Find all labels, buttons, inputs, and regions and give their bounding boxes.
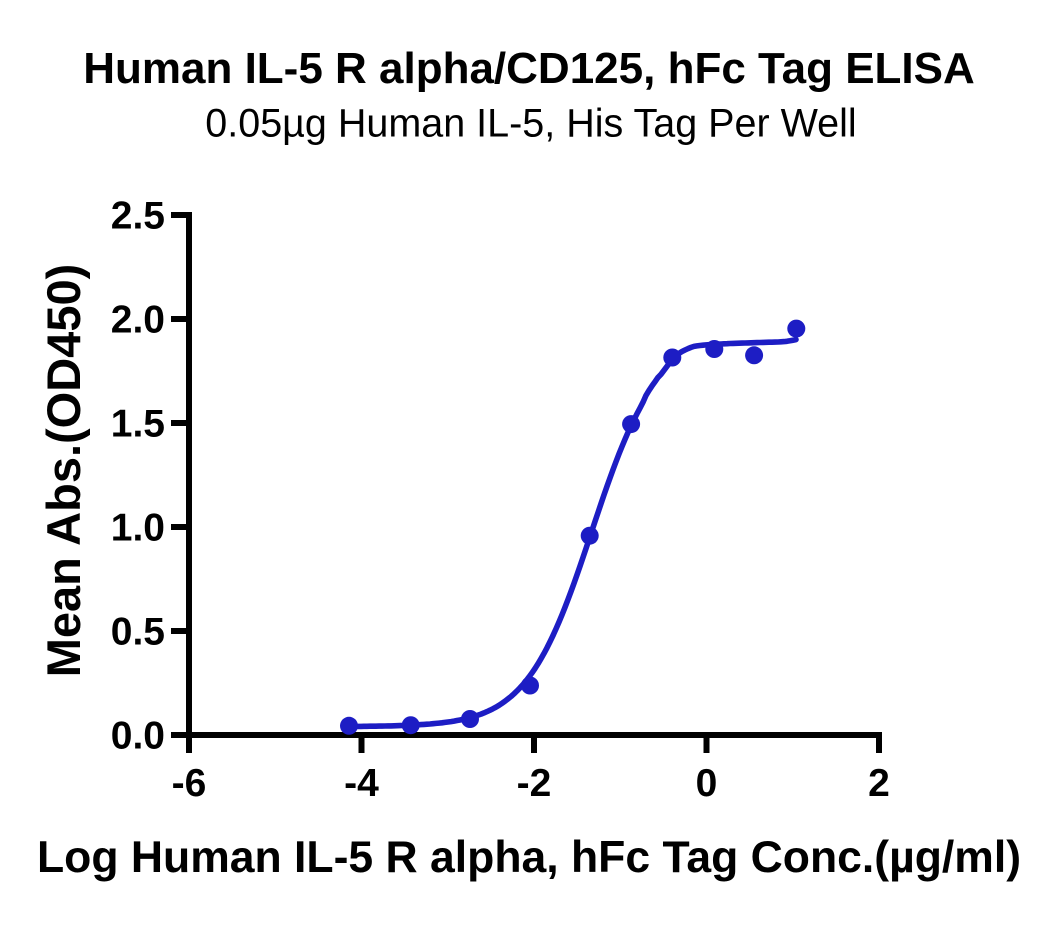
svg-text:2: 2	[868, 762, 890, 805]
svg-text:2.5: 2.5	[111, 195, 165, 238]
svg-text:1.5: 1.5	[111, 403, 165, 446]
svg-text:0: 0	[696, 762, 718, 805]
svg-text:Human IL-5 R alpha/CD125, hFc: Human IL-5 R alpha/CD125, hFc Tag ELISA	[83, 44, 975, 93]
svg-text:1.0: 1.0	[111, 507, 165, 550]
svg-text:-6: -6	[172, 762, 207, 805]
svg-text:0.0: 0.0	[111, 715, 165, 758]
svg-text:-4: -4	[344, 762, 379, 805]
svg-text:Mean Abs.(OD450): Mean Abs.(OD450)	[37, 264, 90, 678]
svg-text:0.05µg Human IL-5, His Tag Per: 0.05µg Human IL-5, His Tag Per Well	[205, 102, 856, 146]
svg-text:-2: -2	[517, 762, 552, 805]
svg-text:2.0: 2.0	[111, 299, 165, 342]
svg-text:0.5: 0.5	[111, 611, 165, 654]
svg-text:Log Human IL-5 R alpha, hFc Ta: Log Human IL-5 R alpha, hFc Tag Conc.(µg…	[37, 833, 1021, 882]
